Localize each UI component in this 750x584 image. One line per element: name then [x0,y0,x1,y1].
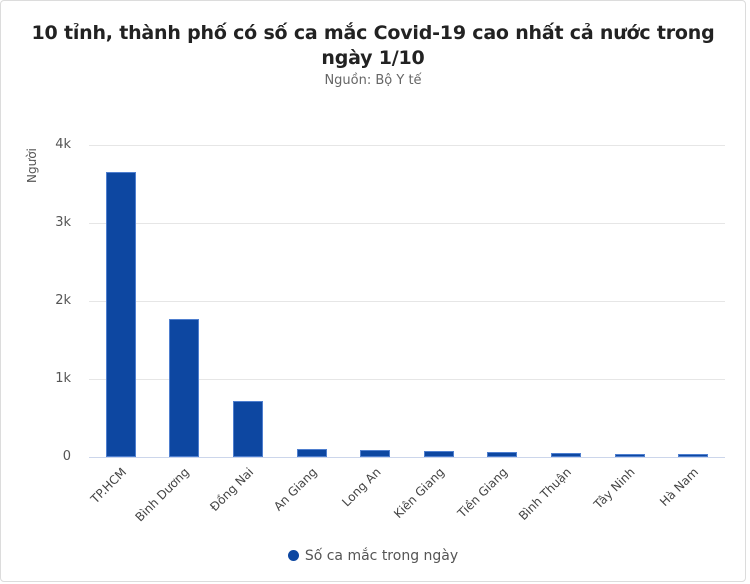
bar[interactable] [296,448,327,457]
y-tick-label: 4k [55,137,71,152]
x-tick-label: Bình Thuận [515,465,574,524]
y-tick-label: 2k [55,293,71,308]
bar[interactable] [233,400,263,457]
x-tick-label: Hà Nam [657,465,702,509]
legend[interactable]: Số ca mắc trong ngày [1,548,745,564]
bar[interactable] [551,453,581,457]
y-axis-label: Người [25,148,39,183]
gridline [89,301,725,302]
chart-title: 10 tỉnh, thành phố có số ca mắc Covid-19… [31,22,715,69]
x-axis-line [89,457,725,458]
bar[interactable] [678,454,709,457]
gridline [89,379,725,380]
y-tick-label: 1k [55,371,71,386]
x-tick-label: Bình Dương [132,465,193,525]
bar[interactable] [105,172,136,457]
gridline [89,223,725,224]
bar[interactable] [360,449,391,457]
x-tick-label: Kiên Giang [390,465,447,522]
x-tick-label: TP.HCM [87,465,129,507]
x-tick-label: Tiền Giang [454,465,511,521]
x-tick-label: Tây Ninh [591,465,638,512]
chart-subtitle: Nguồn: Bộ Y tế [324,73,422,88]
x-tick-label: Long An [338,465,384,510]
bar[interactable] [423,450,454,457]
legend-label: Số ca mắc trong ngày [304,548,459,564]
y-tick-label: 3k [55,215,71,230]
legend-marker-icon [287,550,299,561]
gridline [89,145,725,146]
y-tick-label: 0 [62,449,71,464]
bar[interactable] [169,318,200,457]
bar[interactable] [487,452,518,457]
x-tick-label: An Giang [270,465,320,514]
x-tick-label: Đồng Nai [206,465,256,515]
bar[interactable] [614,454,645,457]
